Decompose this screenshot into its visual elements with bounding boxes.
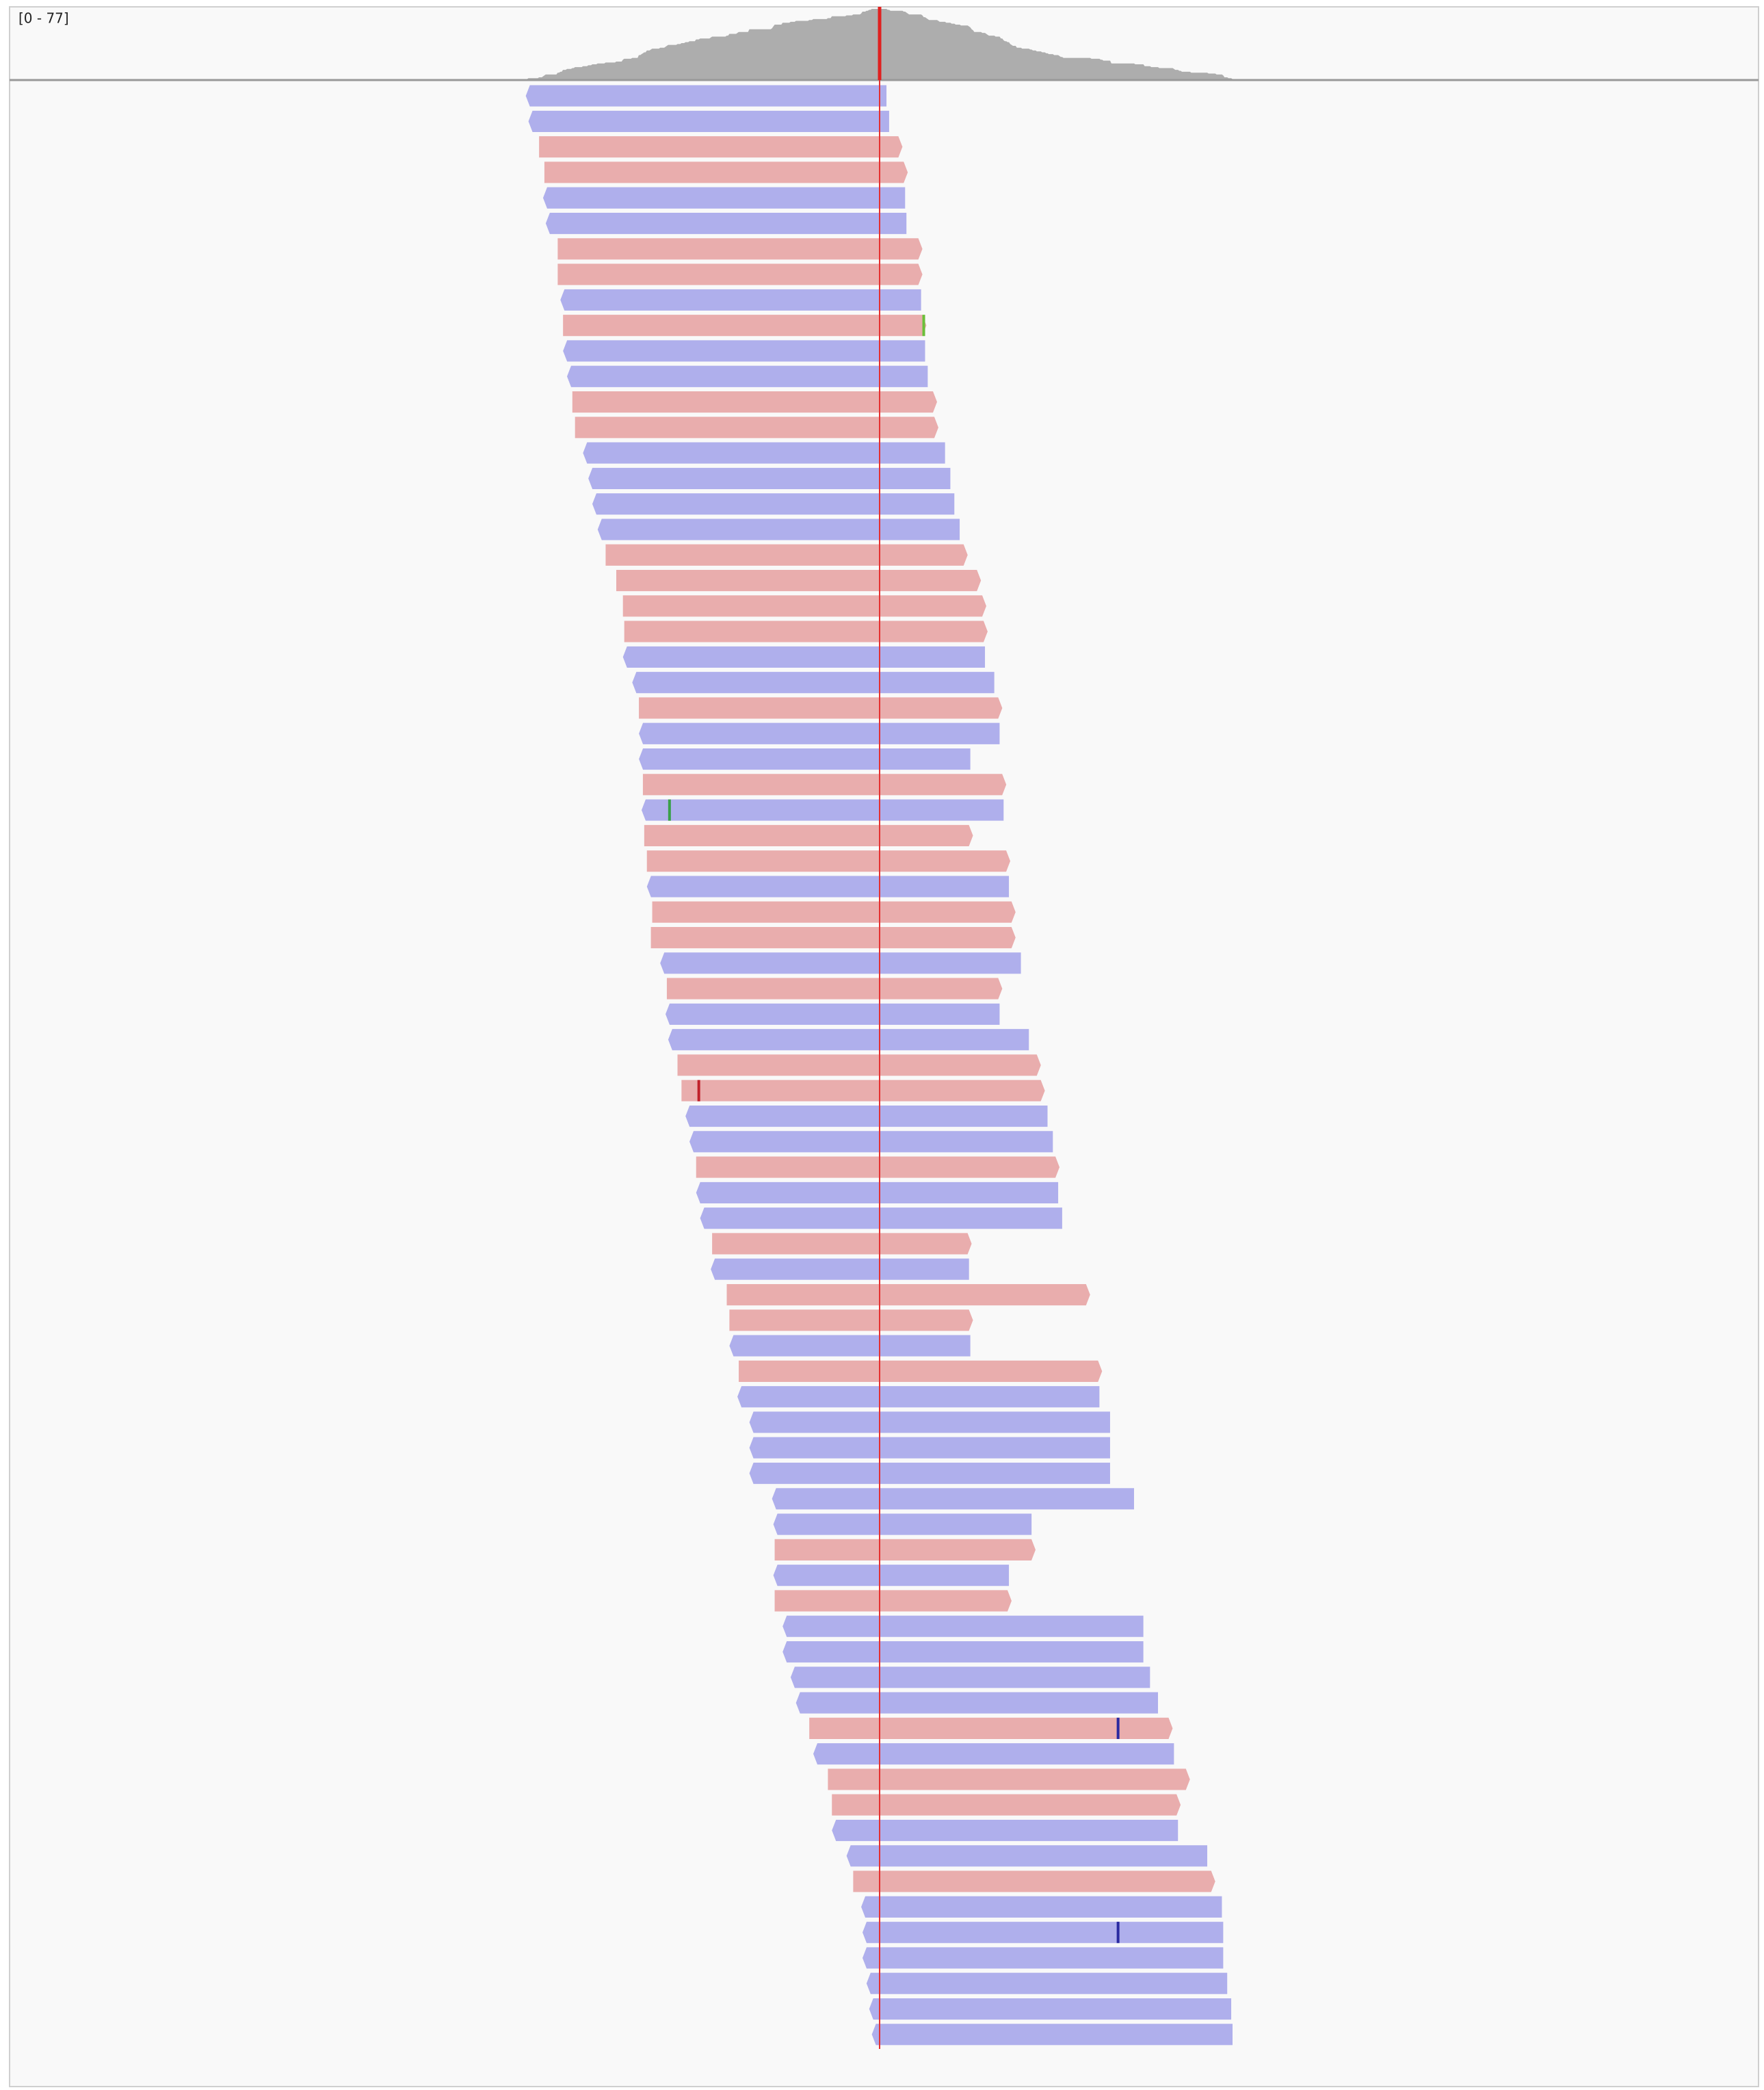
read <box>622 646 986 668</box>
read <box>632 672 995 694</box>
read <box>646 850 1011 872</box>
read <box>583 442 945 464</box>
read <box>539 136 903 158</box>
read <box>711 1258 969 1280</box>
read <box>557 263 923 285</box>
read <box>863 1922 1224 1944</box>
read <box>782 1615 1144 1637</box>
read <box>666 978 1003 1000</box>
read <box>624 621 988 642</box>
read <box>696 1156 1060 1178</box>
read <box>681 1080 1045 1101</box>
read <box>866 1972 1228 1994</box>
read <box>557 238 923 260</box>
read <box>790 1667 1150 1688</box>
read <box>749 1437 1110 1459</box>
read <box>726 1283 1090 1306</box>
read <box>605 544 968 566</box>
read <box>739 1360 1103 1382</box>
read <box>597 519 960 540</box>
read <box>774 1590 1012 1612</box>
read <box>828 1768 1190 1790</box>
read <box>853 1870 1215 1892</box>
read <box>809 1717 1173 1739</box>
read <box>646 876 1010 898</box>
read <box>677 1054 1041 1076</box>
read <box>871 2024 1233 2046</box>
mismatch <box>1116 1717 1120 1739</box>
read <box>525 85 887 107</box>
read <box>639 697 1003 719</box>
read <box>575 417 938 439</box>
mismatch <box>922 315 925 337</box>
read <box>832 1794 1181 1816</box>
read <box>641 799 1004 821</box>
read <box>666 1003 1000 1025</box>
read <box>660 952 1021 974</box>
mismatch <box>1116 1922 1120 1944</box>
read <box>563 340 925 362</box>
read <box>772 1488 1134 1510</box>
read <box>685 1105 1048 1127</box>
read <box>622 595 986 617</box>
read <box>592 493 955 515</box>
read <box>749 1462 1110 1485</box>
read <box>774 1539 1036 1560</box>
read <box>795 1692 1159 1714</box>
read <box>782 1641 1144 1663</box>
mismatch <box>697 1080 700 1101</box>
read <box>652 901 1016 923</box>
read <box>542 187 906 209</box>
alignment-track <box>525 85 1233 2046</box>
read <box>560 289 921 311</box>
read <box>737 1386 1100 1408</box>
read <box>846 1845 1208 1867</box>
read <box>700 1207 1062 1229</box>
read <box>639 722 1000 744</box>
read <box>642 774 1007 796</box>
read <box>544 161 908 183</box>
read <box>773 1513 1032 1535</box>
read <box>863 1947 1224 1969</box>
read <box>813 1743 1174 1765</box>
read <box>729 1309 973 1331</box>
read <box>572 391 937 413</box>
read <box>639 748 971 770</box>
read <box>712 1233 972 1255</box>
read <box>588 467 951 489</box>
read <box>869 1998 1232 2020</box>
read <box>528 110 889 132</box>
read <box>689 1131 1053 1153</box>
data-range: [0 - 77] <box>18 10 69 27</box>
read <box>696 1181 1059 1203</box>
read <box>749 1411 1110 1433</box>
read <box>644 824 973 846</box>
read <box>832 1819 1179 1842</box>
read <box>773 1565 1010 1586</box>
read <box>563 315 927 337</box>
mismatch <box>668 799 671 821</box>
read <box>616 569 982 592</box>
read <box>668 1029 1029 1051</box>
read <box>861 1896 1222 1918</box>
read <box>566 365 928 387</box>
read <box>729 1335 971 1357</box>
read <box>650 926 1016 949</box>
read <box>545 212 907 235</box>
